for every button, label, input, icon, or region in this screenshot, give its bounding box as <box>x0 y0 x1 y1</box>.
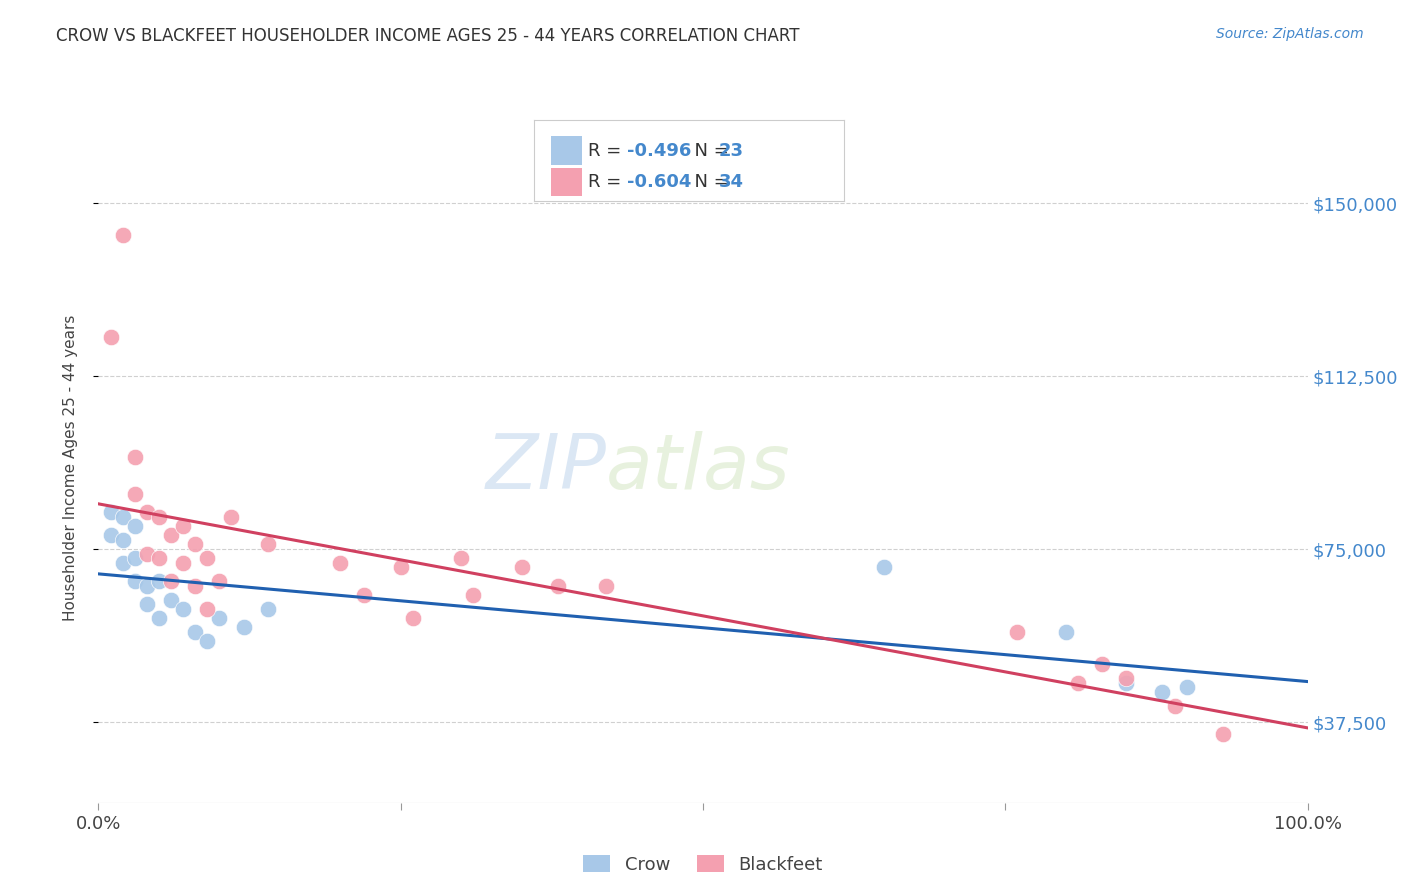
Text: R =: R = <box>588 142 627 160</box>
Point <box>124 519 146 533</box>
Point <box>389 560 412 574</box>
Text: Source: ZipAtlas.com: Source: ZipAtlas.com <box>1216 27 1364 41</box>
Point <box>195 602 218 616</box>
Point <box>1212 726 1234 740</box>
Point <box>595 579 617 593</box>
Point <box>232 620 254 634</box>
Point <box>124 551 146 566</box>
Point <box>463 588 485 602</box>
Point <box>208 611 231 625</box>
Point <box>184 537 207 551</box>
Point <box>208 574 231 589</box>
Point <box>111 556 134 570</box>
Point <box>256 602 278 616</box>
Legend: Crow, Blackfeet: Crow, Blackfeet <box>576 847 830 880</box>
Text: 34: 34 <box>718 173 744 191</box>
Point <box>1115 671 1137 685</box>
Text: atlas: atlas <box>606 432 790 505</box>
Point <box>135 598 157 612</box>
Text: N =: N = <box>683 173 735 191</box>
Point <box>1091 657 1114 672</box>
Text: -0.496: -0.496 <box>627 142 692 160</box>
Point <box>195 551 218 566</box>
Point <box>353 588 375 602</box>
Text: ZIP: ZIP <box>485 432 606 505</box>
Point <box>1067 676 1090 690</box>
Point <box>1007 625 1029 640</box>
Point <box>172 519 194 533</box>
Text: 23: 23 <box>718 142 744 160</box>
Point <box>111 509 134 524</box>
Point <box>256 537 278 551</box>
Point <box>100 528 122 542</box>
Point <box>1115 676 1137 690</box>
Point <box>1175 681 1198 695</box>
Point <box>124 574 146 589</box>
Point <box>135 547 157 561</box>
Point <box>160 592 183 607</box>
Text: CROW VS BLACKFEET HOUSEHOLDER INCOME AGES 25 - 44 YEARS CORRELATION CHART: CROW VS BLACKFEET HOUSEHOLDER INCOME AGE… <box>56 27 800 45</box>
Point <box>510 560 533 574</box>
Point <box>135 579 157 593</box>
Point <box>124 486 146 500</box>
Point <box>1152 685 1174 699</box>
Point <box>111 228 134 243</box>
Point <box>402 611 425 625</box>
Point <box>100 330 122 344</box>
Point <box>172 602 194 616</box>
Text: -0.604: -0.604 <box>627 173 692 191</box>
Point <box>111 533 134 547</box>
Y-axis label: Householder Income Ages 25 - 44 years: Householder Income Ages 25 - 44 years <box>63 315 77 622</box>
Point <box>172 556 194 570</box>
Point <box>148 551 170 566</box>
Text: N =: N = <box>683 142 735 160</box>
Point <box>148 574 170 589</box>
Point <box>184 625 207 640</box>
Point <box>221 509 243 524</box>
Point <box>148 509 170 524</box>
Point <box>100 505 122 519</box>
Point <box>148 611 170 625</box>
Point <box>184 579 207 593</box>
Point <box>124 450 146 464</box>
Point <box>195 634 218 648</box>
Point <box>160 574 183 589</box>
Point <box>160 528 183 542</box>
Point <box>135 505 157 519</box>
Point <box>547 579 569 593</box>
Point <box>873 560 896 574</box>
Text: R =: R = <box>588 173 627 191</box>
Point <box>1054 625 1077 640</box>
Point <box>1163 698 1185 713</box>
Point <box>450 551 472 566</box>
Point <box>329 556 352 570</box>
